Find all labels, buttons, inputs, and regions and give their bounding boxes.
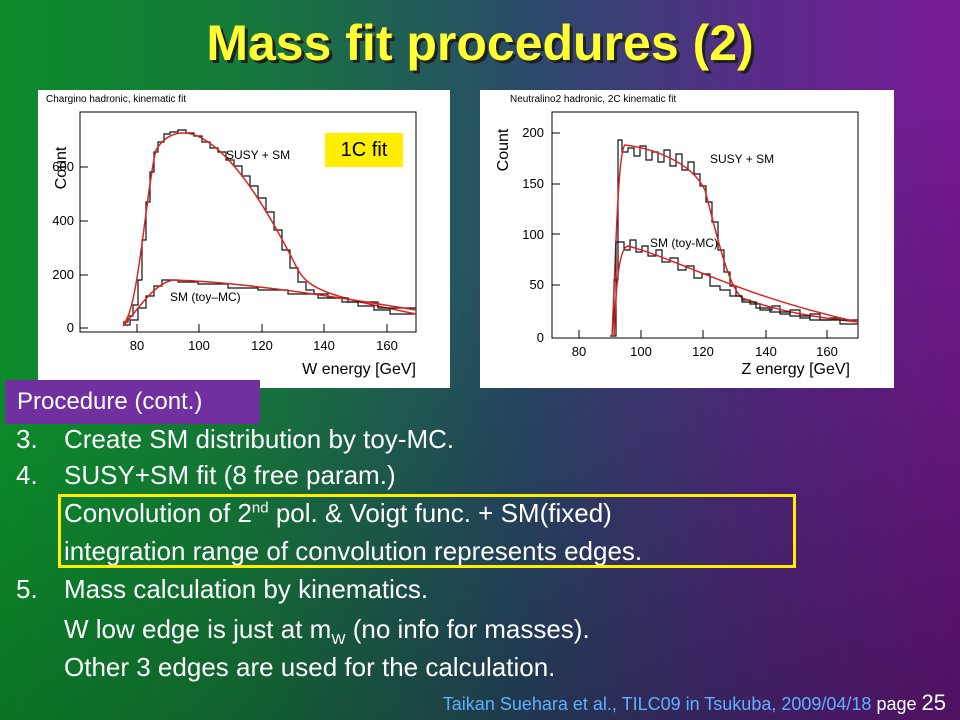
chargino-xtick: 80	[130, 338, 144, 353]
chargino-ylabel: Count	[53, 146, 70, 189]
neutralino-sm-fit-curve	[613, 245, 859, 337]
neutralino-xtick: 100	[630, 344, 652, 359]
chargino-xtick: 160	[376, 338, 398, 353]
neutralino-sm-histogram	[614, 239, 858, 337]
neutralino-label-total: SUSY + SM	[710, 152, 774, 166]
text-segment: W low edge is just at m	[64, 614, 332, 644]
footer: Taikan Suehara et al., TILC09 in Tsukuba…	[443, 690, 946, 716]
chargino-plot-title: Chargino hadronic, kinematic fit	[46, 94, 186, 105]
list-item-text: Other 3 edges are used for the calculati…	[64, 652, 556, 682]
neutralino-xlabel: Z energy [GeV]	[742, 361, 851, 378]
fit-type-badge: 1C fit	[325, 133, 403, 167]
list-item-number: 5.	[16, 574, 38, 604]
chargino-total-histogram	[123, 129, 416, 323]
text-segment: (no info for masses).	[345, 614, 590, 644]
list-item-number: 3.	[16, 424, 38, 454]
neutralino-xtick: 140	[755, 344, 777, 359]
chargino-label-total: SUSY + SM	[226, 148, 290, 162]
chargino-sm-histogram	[123, 279, 416, 326]
neutralino-ytick: 0	[537, 330, 544, 345]
neutralino-ylabel: Count	[495, 128, 512, 171]
neutralino-label-sm: SM (toy-MC)	[650, 236, 718, 250]
neutralino-plot: Neutralino2 hadronic, 2C kinematic fit C…	[480, 90, 894, 388]
procedure-label: Procedure (cont.)	[5, 380, 260, 424]
text-segment: pol. & Voigt func. + SM(fixed)	[268, 498, 612, 528]
chargino-xtick: 140	[313, 338, 335, 353]
chargino-xtick: 120	[251, 338, 273, 353]
neutralino-total-histogram	[610, 139, 858, 337]
chargino-xtick: 100	[188, 338, 210, 353]
neutralino-histogram: Neutralino2 hadronic, 2C kinematic fit C…	[495, 94, 859, 378]
list-item-text: Mass calculation by kinematics.	[64, 574, 429, 604]
chargino-sm-fit-curve	[122, 279, 417, 327]
page-number: 25	[921, 690, 946, 715]
list-item-text: W low edge is just at mW (no info for ma…	[64, 614, 590, 648]
page-label: page	[876, 694, 917, 714]
chargino-xlabel: W energy [GeV]	[302, 361, 416, 378]
chargino-ytick: 0	[67, 320, 74, 335]
neutralino-ytick: 50	[530, 277, 544, 292]
neutralino-ytick: 100	[522, 227, 544, 242]
chargino-histogram: Chargino hadronic, kinematic fit Count 0…	[46, 94, 417, 378]
neutralino-xtick: 80	[572, 344, 586, 359]
neutralino-ytick: 200	[522, 125, 544, 140]
list-item-text: Create SM distribution by toy-MC.	[64, 424, 455, 454]
chargino-ytick: 600	[52, 159, 74, 174]
subscript: W	[331, 631, 346, 649]
chargino-label-sm: SM (toy–MC)	[170, 290, 241, 304]
highlight-box	[58, 494, 796, 568]
neutralino-xtick: 160	[816, 344, 838, 359]
neutralino-plot-title: Neutralino2 hadronic, 2C kinematic fit	[510, 94, 676, 105]
chargino-ytick: 200	[52, 267, 74, 282]
list-item-text: integration range of convolution represe…	[64, 536, 643, 566]
neutralino-fit-curve	[611, 144, 859, 337]
superscript: nd	[251, 499, 269, 517]
list-item-text: SUSY+SM fit (8 free param.)	[64, 460, 396, 490]
text-segment: Convolution of 2	[64, 498, 252, 528]
footer-credit: Taikan Suehara et al., TILC09 in Tsukuba…	[442, 694, 872, 714]
chargino-fit-curve	[122, 132, 417, 325]
slide-title: Mass fit procedures (2)	[206, 15, 754, 71]
list-item-text: Convolution of 2nd pol. & Voigt func. + …	[64, 498, 612, 529]
neutralino-ytick: 150	[522, 176, 544, 191]
neutralino-xtick: 120	[692, 344, 714, 359]
chargino-ytick: 400	[52, 213, 74, 228]
list-item-number: 4.	[16, 460, 38, 490]
